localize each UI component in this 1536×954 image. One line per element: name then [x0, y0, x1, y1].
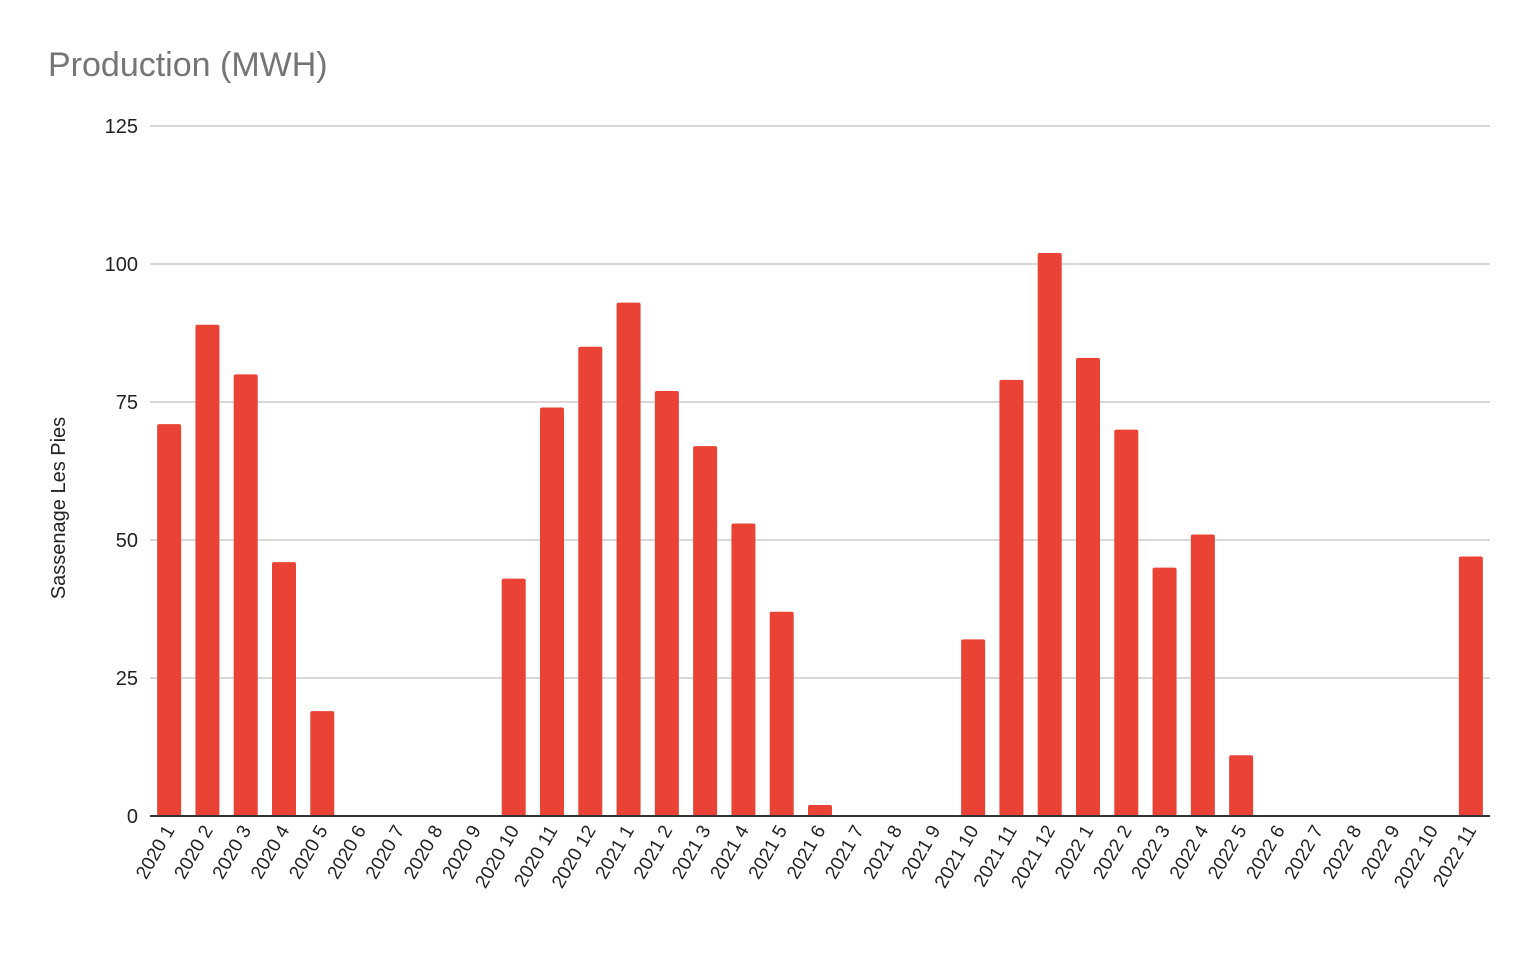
chart-title: Production (MWH) — [48, 46, 328, 84]
bar — [1458, 556, 1483, 816]
bar — [578, 346, 603, 816]
bar — [233, 374, 258, 816]
bar — [731, 523, 756, 816]
y-tick-label: 0 — [127, 806, 138, 828]
bar — [1152, 567, 1177, 816]
bars — [157, 252, 1483, 816]
bar — [540, 407, 564, 816]
y-tick-label: 50 — [116, 530, 138, 552]
bar — [1114, 429, 1139, 816]
bar — [693, 446, 718, 816]
y-tick-label: 75 — [116, 392, 138, 414]
y-axis-label: Sassenage Les Pies — [48, 417, 70, 599]
bar — [1076, 357, 1100, 816]
bar — [157, 424, 182, 816]
bar — [769, 611, 794, 816]
y-tick-label: 100 — [105, 254, 138, 276]
y-tick-label: 25 — [116, 668, 138, 690]
bar — [961, 639, 986, 816]
gridlines — [150, 125, 1490, 679]
bar — [501, 578, 526, 816]
bar — [616, 302, 641, 816]
bar — [310, 711, 335, 816]
bar — [272, 562, 296, 816]
bar — [1190, 534, 1215, 816]
bar — [1037, 252, 1062, 816]
y-tick-labels: 0 25 50 75 100 125 — [105, 116, 138, 828]
bar — [654, 390, 679, 816]
bar — [1229, 755, 1254, 816]
bar — [808, 804, 832, 816]
y-tick-label: 125 — [105, 116, 138, 138]
bar — [195, 324, 220, 816]
bar — [999, 379, 1024, 816]
